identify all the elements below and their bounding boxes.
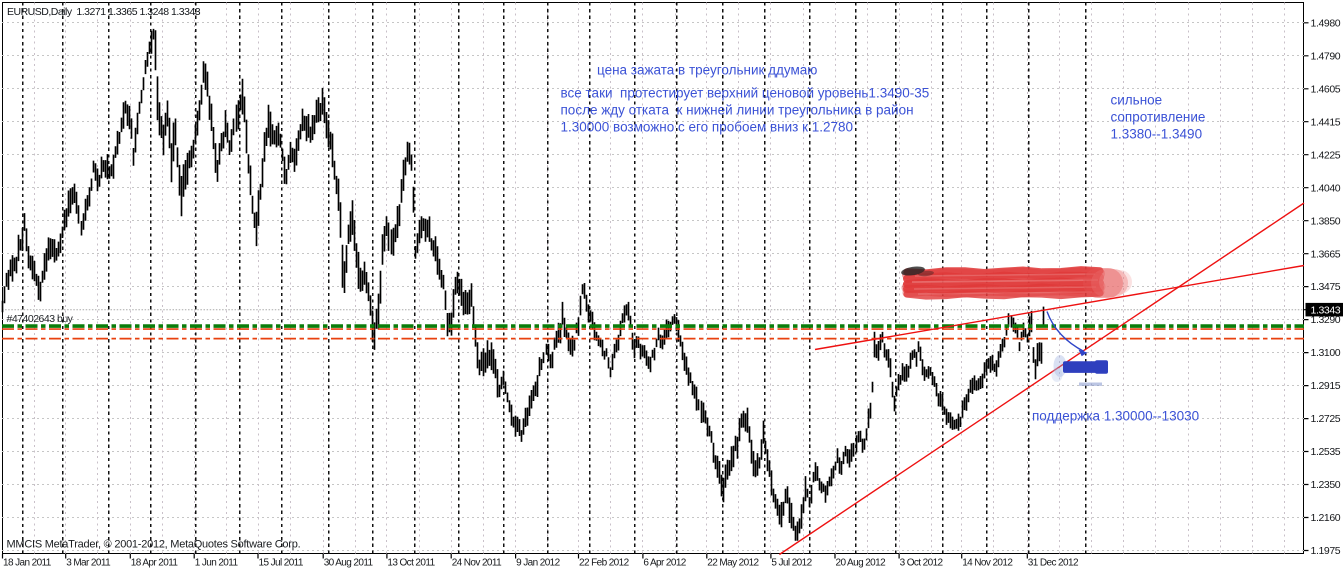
- svg-text:1.3100: 1.3100: [1311, 347, 1341, 359]
- svg-text:1.2535: 1.2535: [1311, 446, 1341, 458]
- svg-text:EURUSD,Daily 1.3271 1.3365 1.: EURUSD,Daily 1.3271 1.3365 1.3248 1.3343: [7, 6, 201, 18]
- svg-text:1.30000 возможно с его пробоем: 1.30000 возможно с его пробоем вниз к 1.…: [561, 120, 854, 135]
- svg-text:1.2350: 1.2350: [1311, 479, 1341, 491]
- svg-text:1.1975: 1.1975: [1311, 545, 1341, 557]
- svg-text:#47402643 buy: #47402643 buy: [7, 313, 74, 325]
- svg-text:1.4225: 1.4225: [1311, 149, 1341, 161]
- svg-text:поддержка 1.30000--13030: поддержка 1.30000--13030: [1032, 409, 1199, 424]
- svg-text:1.4040: 1.4040: [1311, 182, 1341, 194]
- svg-text:1.4980: 1.4980: [1311, 17, 1341, 29]
- svg-text:22 Feb 2012: 22 Feb 2012: [579, 557, 630, 568]
- svg-text:15 Jul 2011: 15 Jul 2011: [259, 557, 304, 568]
- svg-text:1.2160: 1.2160: [1311, 512, 1341, 524]
- svg-text:1.4605: 1.4605: [1311, 83, 1341, 95]
- svg-text:1.3380--1.3490: 1.3380--1.3490: [1111, 127, 1203, 142]
- svg-text:18 Apr 2011: 18 Apr 2011: [131, 557, 179, 568]
- svg-text:1.3343: 1.3343: [1311, 305, 1341, 317]
- svg-text:22 May 2012: 22 May 2012: [707, 557, 759, 568]
- svg-text:3 Oct 2012: 3 Oct 2012: [900, 557, 944, 568]
- svg-text:24 Nov 2011: 24 Nov 2011: [452, 557, 502, 568]
- svg-text:сопротивление: сопротивление: [1111, 110, 1206, 125]
- svg-text:20 Aug 2012: 20 Aug 2012: [836, 557, 887, 568]
- svg-text:30 Aug 2011: 30 Aug 2011: [324, 557, 374, 568]
- svg-text:9 Jan 2012: 9 Jan 2012: [516, 557, 561, 568]
- svg-text:6 Apr 2012: 6 Apr 2012: [643, 557, 686, 568]
- svg-text:1.3475: 1.3475: [1311, 281, 1341, 293]
- svg-text:1.4415: 1.4415: [1311, 116, 1341, 128]
- svg-text:сильное: сильное: [1111, 93, 1163, 108]
- svg-text:MMCIS MetaTrader, © 2001-2012,: MMCIS MetaTrader, © 2001-2012, MetaQuote…: [7, 538, 301, 550]
- svg-text:после жду отката к нижней лин: после жду отката к нижней линии треуголь…: [561, 103, 914, 118]
- svg-text:1.4790: 1.4790: [1311, 50, 1341, 62]
- svg-text:1.2725: 1.2725: [1311, 413, 1341, 425]
- svg-text:5 Jul 2012: 5 Jul 2012: [771, 557, 812, 568]
- svg-text:3 Mar 2011: 3 Mar 2011: [66, 557, 111, 568]
- svg-text:1 Jun 2011: 1 Jun 2011: [195, 557, 239, 568]
- svg-text:1.3850: 1.3850: [1311, 215, 1341, 227]
- svg-text:14 Nov 2012: 14 Nov 2012: [962, 557, 1013, 568]
- svg-text:1.3290: 1.3290: [1311, 314, 1341, 326]
- svg-text:цена зажата в треугольник ддум: цена зажата в треугольник ддумаю: [597, 63, 817, 78]
- svg-text:18 Jan 2011: 18 Jan 2011: [3, 557, 52, 568]
- svg-text:13 Oct 2011: 13 Oct 2011: [387, 557, 435, 568]
- svg-text:1.3665: 1.3665: [1311, 248, 1341, 260]
- svg-text:1.2915: 1.2915: [1311, 380, 1341, 392]
- svg-text:все таки протестирует верхний: все таки протестирует верхний ценовой ур…: [561, 86, 930, 101]
- svg-text:31 Dec 2012: 31 Dec 2012: [1028, 557, 1079, 568]
